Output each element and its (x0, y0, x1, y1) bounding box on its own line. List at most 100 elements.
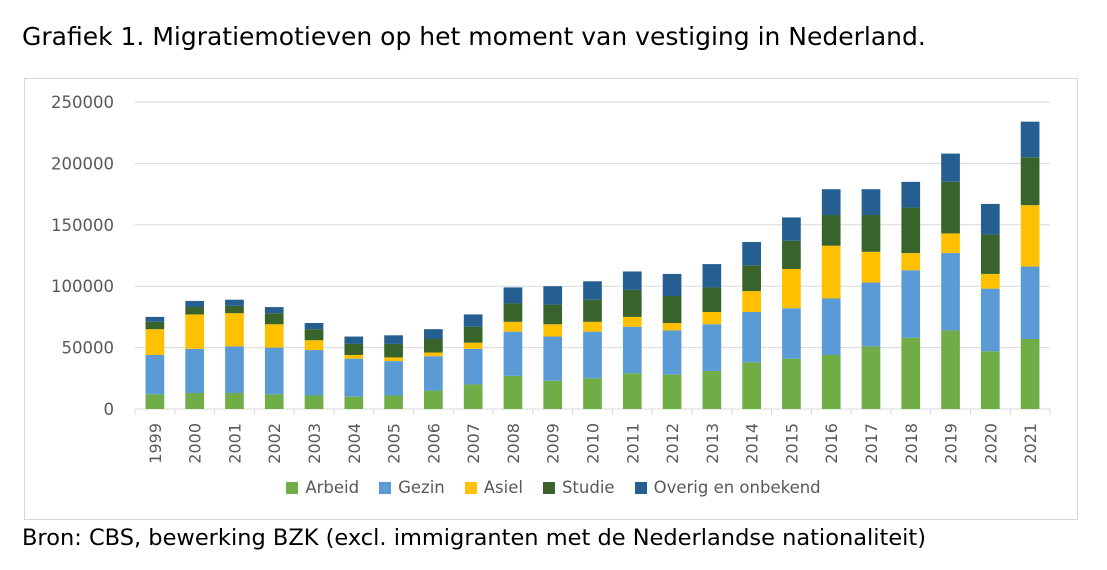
legend-swatch (542, 481, 555, 494)
bar-segment-asiel (782, 269, 801, 309)
legend-swatch (379, 481, 392, 494)
bar-segment-gezin (622, 326, 642, 374)
x-tick-label: 2016 (822, 423, 841, 464)
bar-segment-overig-en-onbekend (901, 181, 921, 208)
legend-item: Gezin (379, 478, 445, 497)
legend-label: Studie (561, 478, 615, 497)
bar-segment-arbeid (583, 378, 602, 409)
bar-segment-arbeid (622, 373, 642, 409)
bar-segment-asiel (304, 340, 324, 351)
bar-segment-overig-en-onbekend (742, 241, 761, 266)
bar-segment-arbeid (503, 375, 523, 409)
bar-segment-overig-en-onbekend (384, 335, 403, 344)
bar-segment-arbeid (424, 390, 443, 409)
legend-swatch (634, 481, 647, 494)
bar-segment-gezin (941, 253, 960, 331)
bar-segment-studie (225, 305, 244, 314)
legend-label: Gezin (398, 478, 445, 497)
bar-segment-asiel (901, 253, 921, 271)
bar-segment-studie (344, 343, 364, 355)
x-tick-label: 2013 (703, 423, 722, 464)
bar-segment-gezin (463, 348, 483, 385)
bar-segment-overig-en-onbekend (424, 329, 443, 340)
bar-segment-asiel (941, 233, 960, 254)
bar-segment-overig-en-onbekend (941, 153, 960, 182)
bar-segment-asiel (821, 245, 841, 299)
bar-segment-arbeid (384, 395, 403, 409)
bar-segment-overig-en-onbekend (543, 286, 563, 305)
y-tick-label: 200000 (51, 154, 114, 173)
bar-segment-arbeid (264, 394, 284, 409)
bar-segment-arbeid (145, 394, 165, 409)
bar-segment-arbeid (742, 362, 761, 409)
legend-item: Asiel (464, 478, 523, 497)
bar-segment-overig-en-onbekend (662, 273, 682, 297)
bar-segment-gezin (344, 358, 364, 397)
bar-segment-studie (424, 339, 443, 353)
x-tick-label: 2021 (1021, 423, 1040, 464)
bar-segment-arbeid (662, 374, 682, 409)
bar-segment-arbeid (901, 337, 921, 409)
x-tick-label: 2007 (464, 423, 483, 464)
bar-segment-gezin (145, 354, 165, 395)
bar-segment-asiel (543, 324, 563, 337)
legend-item: Arbeid (286, 478, 359, 497)
bar-segment-arbeid (543, 380, 563, 409)
bar-segment-overig-en-onbekend (980, 203, 1000, 235)
bar-segment-studie (941, 181, 960, 234)
bar-segment-gezin (782, 308, 801, 359)
x-tick-label: 2018 (902, 423, 921, 464)
bar-segment-gezin (304, 350, 324, 396)
bar-segment-overig-en-onbekend (861, 189, 881, 215)
bar-segment-arbeid (782, 358, 801, 409)
bar-segment-gezin (424, 356, 443, 391)
bar-segment-asiel (463, 342, 483, 349)
bar-segment-arbeid (980, 351, 1000, 409)
bar-segment-studie (583, 299, 602, 322)
bar-segment-arbeid (304, 395, 324, 409)
x-tick-label: 2019 (942, 423, 961, 464)
bar-segment-arbeid (463, 384, 483, 409)
legend-swatch (464, 481, 477, 494)
y-tick-label: 150000 (51, 216, 114, 235)
bar-segment-arbeid (702, 370, 722, 409)
bar-segment-gezin (821, 298, 841, 355)
bar-segment-gezin (742, 311, 761, 363)
bar-segment-studie (782, 240, 801, 270)
bar-segment-studie (1020, 157, 1040, 206)
x-tick-label: 2017 (862, 423, 881, 464)
legend-swatch (286, 481, 299, 494)
bar-segment-asiel (185, 314, 205, 349)
bar-segment-studie (264, 313, 284, 325)
bar-segment-overig-en-onbekend (503, 287, 523, 304)
bar-segment-gezin (225, 346, 244, 394)
x-tick-label: 2012 (663, 423, 682, 464)
source-note: Bron: CBS, bewerking BZK (excl. immigran… (22, 525, 927, 551)
bar-segment-studie (662, 296, 682, 324)
bar-segment-asiel (145, 329, 165, 355)
bar-segment-gezin (861, 282, 881, 347)
bar-segment-asiel (622, 316, 642, 327)
legend-item: Overig en onbekend (634, 478, 821, 497)
x-tick-label: 2011 (623, 423, 642, 464)
bar-segment-studie (463, 326, 483, 343)
bar-segment-studie (185, 307, 205, 315)
bar-segment-overig-en-onbekend (145, 316, 165, 322)
bar-segment-overig-en-onbekend (702, 264, 722, 288)
bar-segment-gezin (264, 347, 284, 395)
x-tick-label: 2010 (584, 423, 603, 464)
bar-segment-arbeid (1020, 339, 1040, 409)
bar-segment-studie (304, 329, 324, 341)
bar-segment-overig-en-onbekend (1020, 121, 1040, 158)
bar-segment-gezin (583, 331, 602, 379)
bar-segment-arbeid (344, 396, 364, 409)
bar-segment-studie (543, 304, 563, 325)
bar-segment-studie (622, 289, 642, 317)
bar-segment-gezin (503, 331, 523, 376)
x-tick-label: 2002 (265, 423, 284, 464)
x-tick-label: 2008 (504, 423, 523, 464)
x-tick-label: 2006 (424, 423, 443, 464)
bar-segment-arbeid (861, 346, 881, 409)
bar-segment-overig-en-onbekend (622, 271, 642, 290)
